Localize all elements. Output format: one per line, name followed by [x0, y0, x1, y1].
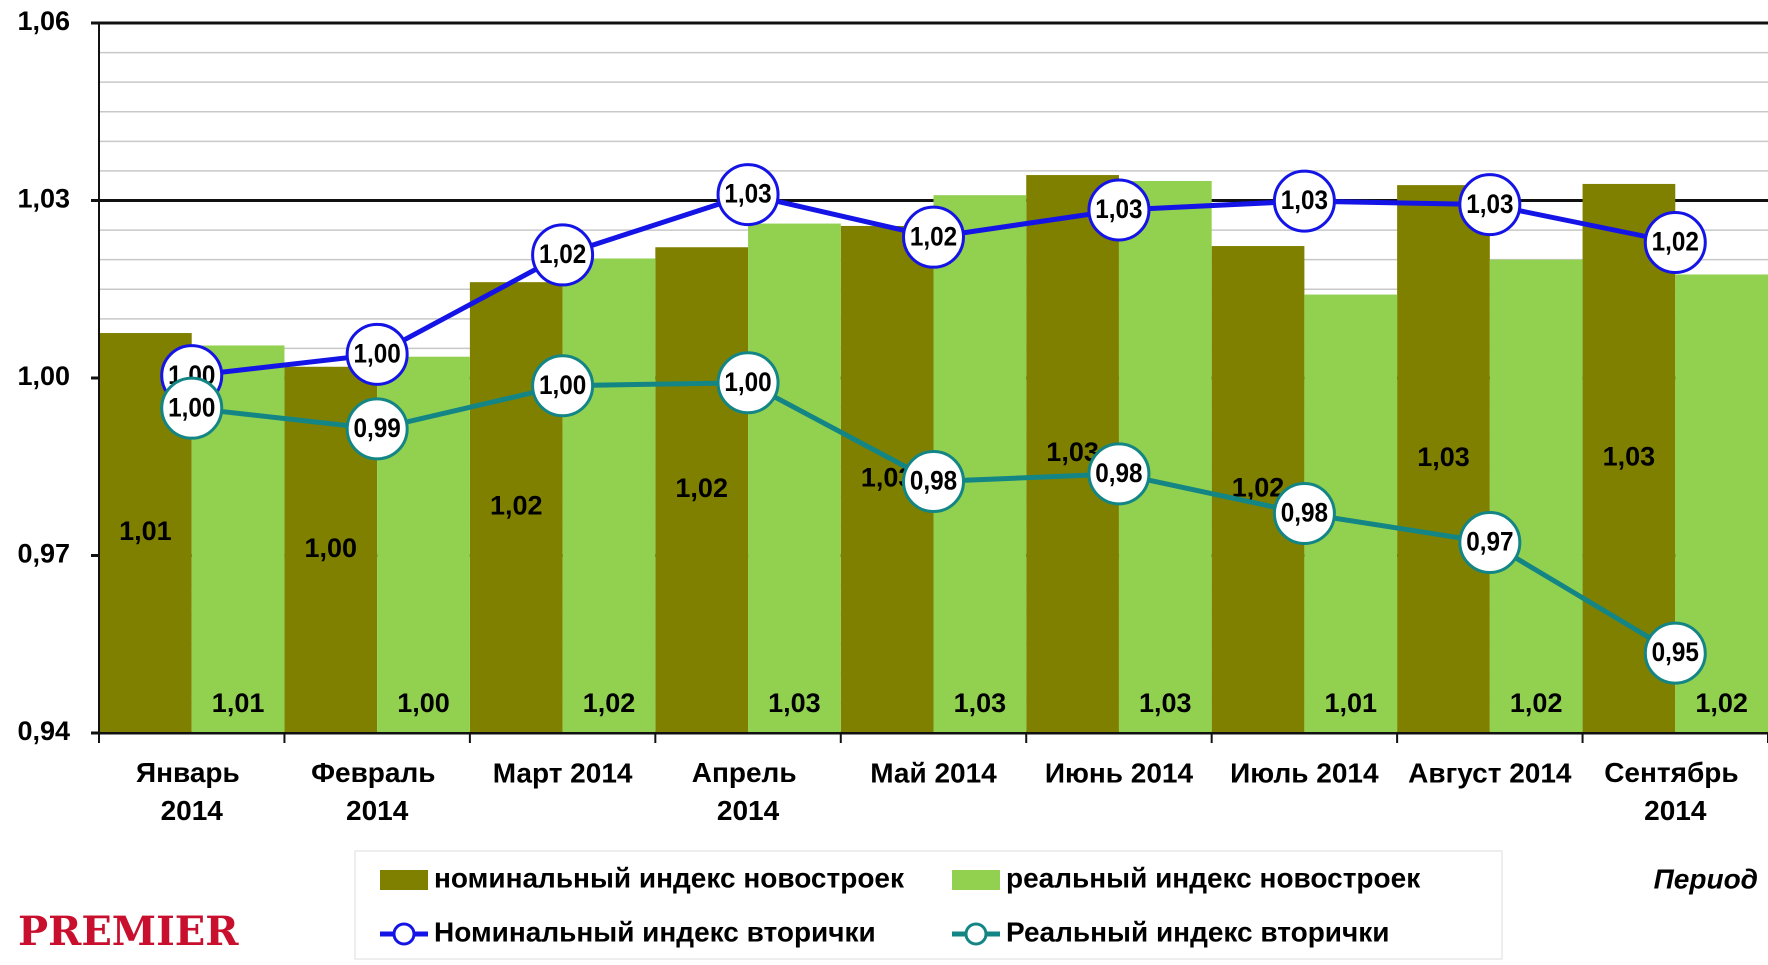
bar-value-label: 1,03 — [1417, 442, 1470, 472]
line-value-label: 1,00 — [168, 393, 215, 422]
x-tick-label: Сентябрь 2014 — [1604, 757, 1746, 826]
line-value-label: 1,02 — [1652, 228, 1699, 257]
line-marker — [1643, 211, 1707, 275]
line-value-label: 0,97 — [1466, 527, 1513, 556]
bar-value-label: 1,00 — [305, 533, 358, 563]
x-tick-label: Февраль 2014 — [311, 757, 443, 826]
line-marker — [902, 450, 965, 514]
line-value-label: 0,98 — [1281, 498, 1328, 527]
line-marker — [345, 322, 409, 386]
line-marker — [716, 163, 780, 227]
line-marker — [902, 205, 965, 269]
bar-value-label: 1,02 — [1695, 688, 1748, 718]
line-value-label: 0,98 — [910, 467, 957, 496]
bar-value-label: 1,02 — [675, 473, 728, 503]
line-marker — [1458, 173, 1522, 237]
y-tick-label: 1,03 — [17, 184, 70, 214]
bar-value-label: 1,01 — [212, 688, 265, 718]
x-tick-label-line: 2014 — [717, 795, 780, 826]
bar-value-label: 1,03 — [954, 688, 1007, 718]
bar-value-label: 1,03 — [1603, 442, 1656, 472]
line-marker — [1272, 481, 1336, 545]
line-marker — [160, 376, 224, 440]
line-value-label: 0,98 — [1095, 459, 1142, 488]
x-tick-label-line: Январь — [136, 757, 248, 788]
line-value-label: 0,99 — [354, 414, 401, 443]
bar-value-label: 1,00 — [397, 688, 450, 718]
line-value-label: 1,00 — [539, 371, 586, 400]
line-marker — [1458, 510, 1522, 574]
line-value-label: 0,95 — [1652, 638, 1699, 667]
line-marker — [1643, 621, 1707, 685]
bar-value-label: 1,02 — [490, 491, 543, 521]
x-tick-label: Январь 2014 — [136, 757, 248, 826]
legend-swatch — [380, 870, 428, 890]
line-value-label: 1,03 — [1281, 186, 1328, 215]
x-tick-label-line: 2014 — [161, 795, 224, 826]
y-tick-label: 1,00 — [17, 361, 70, 391]
legend-swatch — [952, 870, 1000, 890]
line-value-label: 1,00 — [354, 339, 401, 368]
logo: PREMIER — [18, 908, 239, 955]
line-marker — [1272, 169, 1336, 233]
bar — [748, 223, 841, 733]
x-tick-label-line: Апрель — [692, 757, 805, 788]
x-tick-label: Август 2014 — [1408, 757, 1572, 788]
x-tick-label: Апрель 2014 — [692, 757, 805, 826]
bar-value-label: 1,03 — [768, 688, 821, 718]
bar-value-label: 1,01 — [1324, 688, 1377, 718]
bar-value-label: 1,02 — [1510, 688, 1563, 718]
x-tick-label: Май 2014 — [870, 757, 997, 788]
y-tick-label: 1,06 — [17, 6, 70, 36]
line-marker — [345, 397, 409, 461]
legend-box — [354, 850, 1503, 960]
bar-value-label: 1,03 — [1139, 688, 1192, 718]
bar — [562, 258, 656, 733]
line-value-label: 1,03 — [724, 180, 771, 209]
bar — [1397, 185, 1490, 733]
bar — [1489, 259, 1583, 733]
line-marker — [531, 354, 595, 418]
x-axis-label: Период — [1654, 863, 1758, 894]
line-value-label: 1,03 — [1095, 195, 1142, 224]
bar-value-label: 1,01 — [119, 516, 172, 546]
x-tick-label-line: 2014 — [346, 795, 409, 826]
line-value-label: 1,02 — [539, 240, 586, 269]
x-tick-label-line: Сентябрь — [1604, 757, 1746, 788]
x-tick-label: Март 2014 — [493, 757, 633, 788]
bar — [469, 282, 563, 733]
x-tick-label-line: Февраль — [311, 757, 443, 788]
line-value-label: 1,00 — [724, 368, 771, 397]
legend-label: номинальный индекс новостроек — [434, 862, 905, 893]
line-marker — [716, 351, 780, 415]
line-value-label: 1,02 — [910, 222, 957, 251]
legend-label: Номинальный индекс вторички — [434, 916, 876, 947]
y-tick-label: 0,94 — [17, 716, 70, 746]
line-marker — [531, 223, 595, 287]
legend-label: реальный индекс новостроек — [1006, 862, 1421, 893]
bar — [655, 247, 749, 733]
legend-marker — [964, 922, 988, 946]
legend-marker — [392, 922, 416, 946]
line-marker — [1087, 178, 1151, 242]
legend-label: Реальный индекс вторички — [1006, 916, 1390, 947]
line-value-label: 1,03 — [1466, 190, 1513, 219]
x-tick-label: Июнь 2014 — [1045, 757, 1194, 788]
line-marker — [1087, 442, 1151, 506]
x-tick-label-line: 2014 — [1644, 795, 1707, 826]
x-tick-label: Июль 2014 — [1230, 757, 1379, 788]
y-tick-label: 0,97 — [17, 539, 70, 569]
bar-value-label: 1,02 — [583, 688, 636, 718]
